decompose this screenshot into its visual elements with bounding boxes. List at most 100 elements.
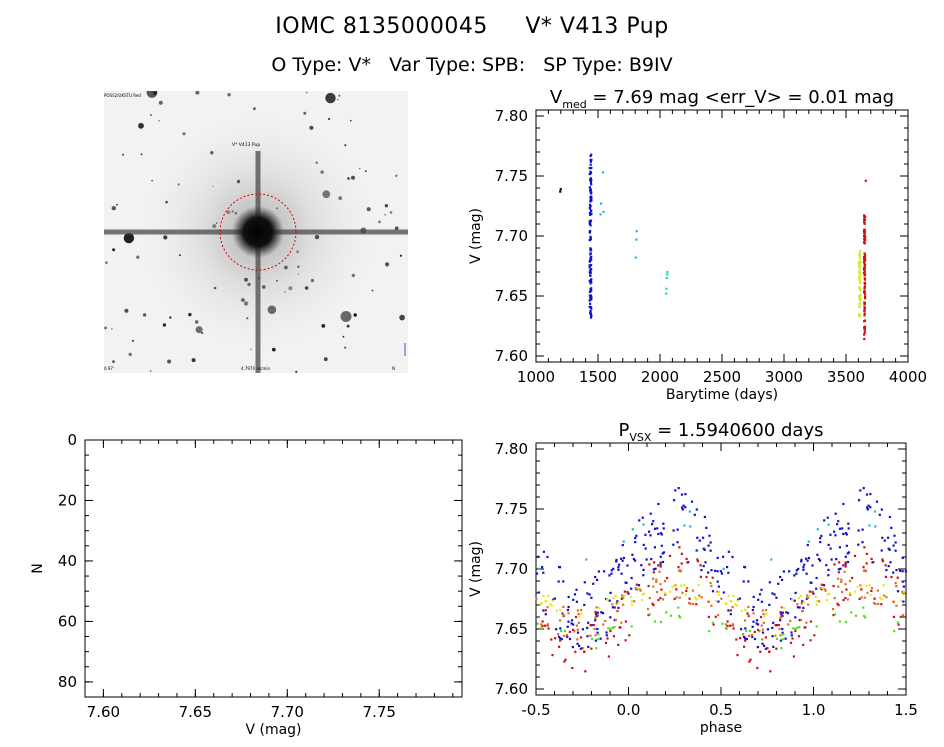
data-point <box>769 670 772 673</box>
data-point <box>621 559 624 562</box>
data-point <box>563 629 566 633</box>
data-point <box>641 516 644 519</box>
data-point <box>727 609 730 612</box>
finder-scale-label: 0.97' <box>104 366 114 371</box>
data-point <box>611 603 614 606</box>
data-point <box>858 299 861 302</box>
data-point <box>761 631 765 634</box>
data-point <box>902 585 905 588</box>
data-point <box>858 499 861 502</box>
data-point <box>601 171 605 174</box>
data-point <box>657 532 660 536</box>
data-point <box>848 591 851 594</box>
data-point <box>858 262 861 265</box>
data-point <box>588 212 591 215</box>
data-point <box>581 628 584 631</box>
data-point <box>684 506 687 509</box>
data-point <box>902 614 905 617</box>
sky-star <box>399 254 402 257</box>
sky-star <box>124 308 129 313</box>
data-point <box>775 637 779 640</box>
data-point <box>719 570 722 573</box>
data-point <box>807 540 810 543</box>
data-point <box>559 188 562 191</box>
data-point <box>895 569 898 572</box>
data-point <box>866 508 869 511</box>
data-point <box>828 592 831 595</box>
data-point <box>682 504 685 507</box>
data-point <box>727 594 730 597</box>
data-point <box>601 612 605 615</box>
data-point <box>834 512 837 515</box>
data-point <box>680 552 683 555</box>
data-point <box>800 558 803 561</box>
data-point <box>583 603 586 606</box>
histogram-ytick-label: 60 <box>58 612 77 630</box>
data-point <box>623 590 626 593</box>
data-point <box>761 628 764 631</box>
data-point <box>721 622 724 625</box>
data-point <box>678 546 681 549</box>
histogram-ytick-label: 20 <box>58 491 77 509</box>
data-point <box>705 526 708 529</box>
data-point <box>676 528 679 531</box>
data-point <box>607 655 610 658</box>
data-point <box>639 589 642 592</box>
data-point <box>653 561 656 564</box>
data-point <box>649 512 652 515</box>
data-point <box>863 221 866 224</box>
sky-star <box>149 114 152 116</box>
data-point <box>589 154 592 158</box>
data-point <box>659 597 662 600</box>
data-point <box>775 596 778 599</box>
sky-star <box>344 346 347 349</box>
data-point <box>802 643 805 646</box>
phase-curve-ytick-label: 7.75 <box>495 500 528 518</box>
data-point <box>752 595 755 599</box>
light-curve-ytick-label: 7.80 <box>495 107 528 125</box>
data-point <box>862 261 866 264</box>
data-point <box>899 615 902 618</box>
data-point <box>588 203 592 206</box>
sky-star <box>167 359 172 364</box>
data-point <box>562 614 566 617</box>
data-point <box>735 638 738 641</box>
data-point <box>863 256 866 259</box>
data-point <box>748 634 751 637</box>
data-point <box>783 606 786 609</box>
data-point <box>864 297 867 300</box>
data-point <box>642 543 645 546</box>
data-point <box>537 591 540 594</box>
data-point <box>673 597 676 600</box>
data-point <box>863 233 866 236</box>
data-point <box>888 515 891 519</box>
data-point <box>700 569 703 572</box>
data-point <box>745 629 748 632</box>
data-point <box>864 273 867 276</box>
data-point <box>577 612 580 616</box>
phase-curve-ytick-label: 7.65 <box>495 620 528 638</box>
data-point <box>779 611 782 614</box>
data-point <box>863 234 866 238</box>
data-point <box>827 523 830 526</box>
data-point <box>589 247 592 250</box>
data-point <box>648 597 651 600</box>
data-point <box>801 600 804 603</box>
data-point <box>811 564 814 567</box>
phase-curve-ytick-label: 7.70 <box>495 560 528 578</box>
data-point <box>845 544 848 547</box>
data-point <box>837 520 840 523</box>
sky-star <box>328 117 331 121</box>
data-point <box>708 630 711 633</box>
data-point <box>590 289 593 292</box>
data-point <box>863 333 866 336</box>
data-point <box>649 534 652 537</box>
data-point <box>858 267 862 270</box>
data-point <box>858 260 861 263</box>
data-point <box>551 654 554 657</box>
data-point <box>608 599 611 602</box>
data-point <box>576 631 580 634</box>
data-point <box>652 604 655 607</box>
light-curve-xtick-label: 3500 <box>827 368 865 386</box>
data-point <box>758 630 761 633</box>
